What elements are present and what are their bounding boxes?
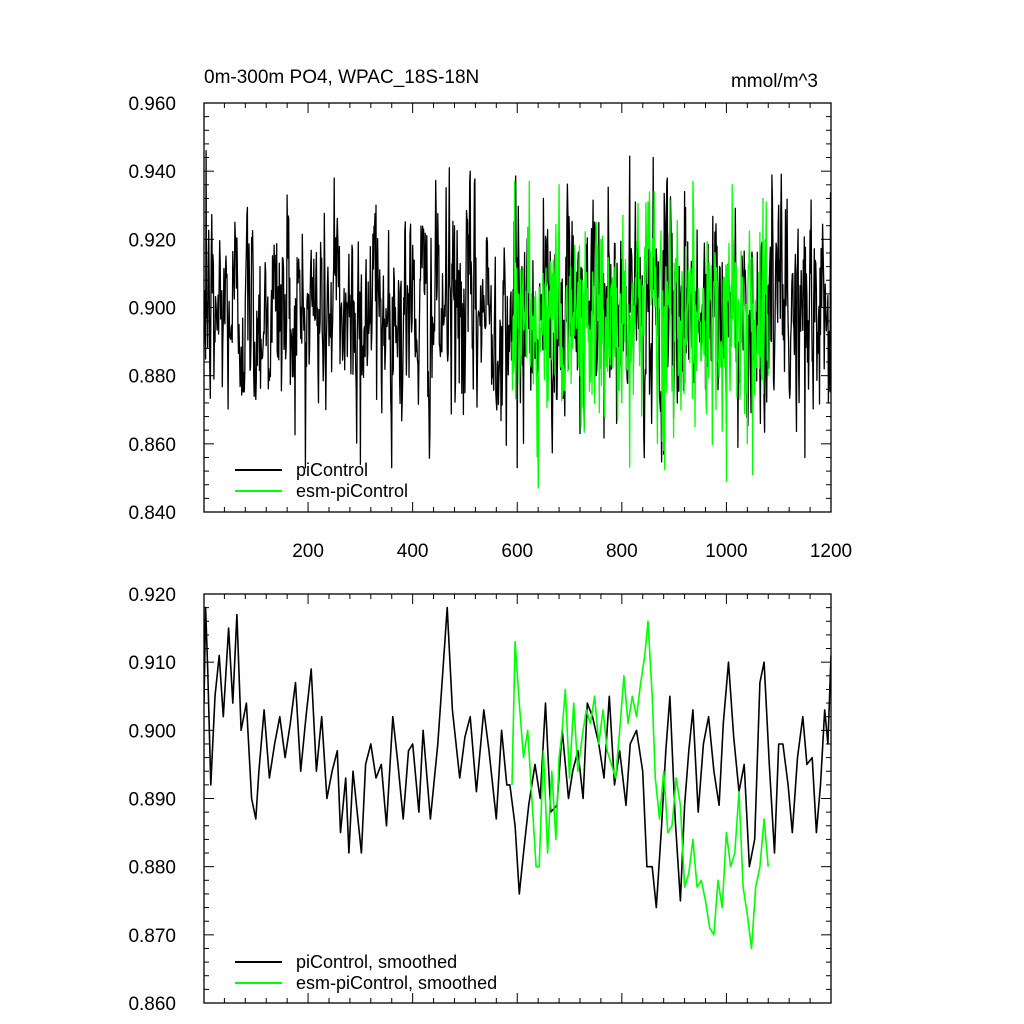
x-tick-label: 1000 (705, 541, 747, 562)
y-tick-label: 0.880 (128, 858, 176, 879)
legend-top: piControl esm-piControl (235, 460, 408, 501)
plot-area-bottom: 0.860 0.870 0.880 0.890 0.900 0.910 0.920 (128, 585, 832, 1015)
plot-area-top: 0.840 0.860 0.880 0.900 0.920 0.940 0.960 200 40… (128, 94, 852, 562)
y-tick-label: 0.870 (128, 926, 176, 947)
y-tick-label: 0.900 (128, 299, 176, 320)
legend-label-esm-picontrol: esm-piControl (296, 481, 408, 501)
series-group (204, 150, 831, 489)
y-tick-label: 0.860 (128, 435, 176, 456)
y-tick-label: 0.890 (128, 790, 176, 811)
x-tick-label: 400 (397, 541, 429, 562)
legend-bottom: piControl, smoothed esm-piControl, smoot… (235, 952, 497, 993)
y-tick-label: 0.920 (128, 585, 176, 606)
y-tick-label: 0.840 (128, 503, 176, 524)
y-tick-label: 0.900 (128, 721, 176, 742)
x-tick-label: 200 (292, 541, 324, 562)
x-tick-label: 1200 (810, 541, 852, 562)
y-tick-label: 0.940 (128, 162, 176, 183)
series-line-esm-picontrol-smoothed (511, 620, 769, 950)
chart-panel-bottom: 0.860 0.870 0.880 0.890 0.900 0.910 0.920 piCo… (128, 585, 832, 1015)
chart-title: 0m-300m PO4, WPAC_18S-18N (204, 67, 479, 88)
legend-label-esm-picontrol-smoothed: esm-piControl, smoothed (296, 973, 497, 993)
legend-label-picontrol-smoothed: piControl, smoothed (296, 952, 457, 972)
y-tick-label: 0.920 (128, 230, 176, 251)
x-tick-label: 800 (606, 541, 638, 562)
y-tick-label: 0.880 (128, 367, 176, 388)
legend-label-picontrol: piControl (296, 460, 368, 480)
chart-panel-top: 0m-300m PO4, WPAC_18S-18N mmol/m^3 0.840… (128, 67, 852, 562)
units-label: mmol/m^3 (731, 71, 818, 92)
y-tick-label: 0.910 (128, 653, 176, 674)
series-group (204, 606, 831, 950)
y-tick-label: 0.860 (128, 994, 176, 1015)
series-line-esm-picontrol (511, 180, 769, 489)
series-line-picontrol-smoothed (204, 606, 831, 909)
x-tick-label: 600 (501, 541, 533, 562)
y-tick-label: 0.960 (128, 94, 176, 115)
